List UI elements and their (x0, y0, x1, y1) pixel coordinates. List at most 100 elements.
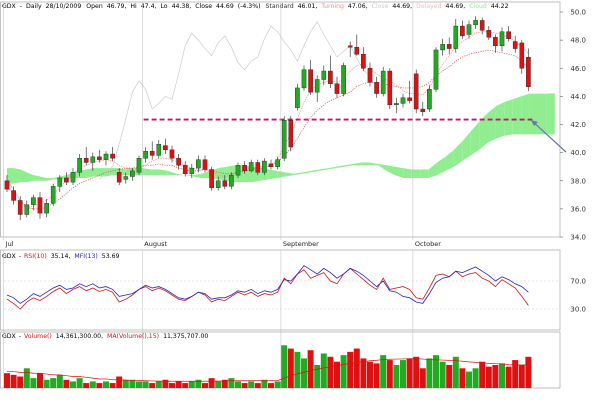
header-period-sep: - (20, 3, 22, 10)
mfi-line (6, 265, 529, 304)
header-span-a: 44.69, (446, 3, 466, 10)
volume-bar-down (347, 351, 354, 388)
candle-up (77, 158, 82, 173)
cloud-segment-bullish (453, 141, 463, 167)
candle-up (103, 153, 109, 160)
cloud-segment-bullish (344, 163, 353, 167)
price-tick-label: 44.0 (570, 93, 586, 101)
volume-bar-up (195, 379, 202, 388)
vol-header-sep: - (19, 333, 21, 340)
header-hi: 47.4, (141, 3, 157, 10)
volume-bar-up (499, 363, 505, 388)
volume-header: GDX - Volume() 14,361,300.00, MA(Volume(… (2, 333, 208, 340)
cloud-segment-bullish (479, 113, 488, 150)
candle-up (156, 143, 162, 156)
volume-bar-down (518, 365, 525, 388)
volume-bar-up (314, 365, 321, 388)
rsi-line (6, 267, 529, 310)
rsi-label: RSI(10) (24, 253, 47, 260)
volume-bar-up (129, 379, 136, 388)
month-label: August (144, 240, 167, 248)
candle-down (37, 197, 43, 214)
volume-bar-down (353, 348, 360, 388)
vol-value: 14,361,300.00, (56, 333, 103, 340)
candle-up (499, 31, 505, 46)
volume-bar-up (103, 381, 109, 388)
cloud-segment-bullish (428, 162, 438, 178)
candle-down (110, 153, 115, 159)
candle-up (50, 186, 56, 204)
volume-bar-up (235, 381, 241, 388)
cloud-segment-bullish (159, 169, 168, 176)
price-tick-label: 48.0 (570, 37, 586, 45)
candle-up (275, 159, 280, 167)
price-tick-label: 50.0 (570, 9, 586, 17)
volume-bar-up (426, 358, 433, 388)
volume-bar-up (393, 365, 400, 388)
cloud-segment-bullish (294, 172, 303, 176)
cloud-segment-bullish (310, 169, 320, 173)
volume-bar-down (459, 368, 466, 388)
volume-bar-up (261, 379, 268, 388)
volume-bar-up (30, 378, 37, 388)
candle-down (17, 200, 23, 215)
cloud-segment-bullish (151, 169, 160, 176)
candle-up (215, 180, 221, 188)
candle-up (57, 177, 63, 187)
cloud-segment-bullish (319, 168, 328, 171)
volume-bar-down (116, 376, 123, 388)
volume-bar-down (367, 361, 373, 388)
candle-up (400, 97, 406, 104)
header-change: (-4.3%) (238, 3, 261, 10)
cloud-segment-bullish (142, 168, 152, 176)
cloud-segment-bullish (470, 121, 480, 156)
candle-up (24, 204, 30, 215)
rsi-tick-label: 30.0 (570, 306, 586, 314)
candle-down (202, 159, 208, 170)
header-standard-label: Standard (265, 3, 293, 10)
cloud-segment-bullish (420, 169, 429, 178)
volume-bar-down (162, 379, 169, 388)
candle-down (255, 162, 261, 173)
cloud-segment-bullish (352, 162, 362, 166)
candle-up (143, 151, 148, 159)
cloud-segment-bullish (529, 93, 538, 135)
volume-bar-up (122, 379, 129, 388)
candle-down (328, 70, 333, 84)
month-label: September (283, 240, 319, 248)
cloud-segment-bullish (521, 93, 530, 135)
cloud-segment-bullish (378, 163, 387, 171)
cloud-segment-bullish (167, 170, 177, 176)
candle-down (64, 177, 69, 183)
cloud-segment-bullish (336, 165, 345, 169)
header-lagging-label: Close (372, 3, 389, 10)
cloud-segment-bullish (445, 149, 454, 171)
volume-bar-down (202, 383, 208, 388)
candle-up (295, 87, 300, 108)
volume-bar-up (70, 381, 76, 388)
header-turning-label: Turning (320, 3, 344, 10)
cloud-segment-bullish (184, 175, 194, 177)
volume-bar-up (274, 381, 281, 388)
candle-up (453, 25, 459, 49)
volume-bar-up (472, 368, 479, 388)
cloud-segment-bullish (394, 166, 404, 178)
volume-bar-up (439, 361, 446, 388)
volume-bar-down (419, 368, 426, 388)
rsi-tick-label: 70.0 (570, 278, 586, 286)
candle-down (242, 165, 247, 172)
vol-header-symbol: GDX (2, 333, 17, 340)
volume-bar-down (287, 348, 294, 388)
candle-up (433, 49, 439, 90)
candle-down (413, 73, 419, 110)
volume-bar-up (142, 381, 149, 388)
candle-down (354, 46, 360, 55)
candle-up (123, 176, 129, 180)
month-label: October (415, 240, 441, 248)
axes-layer: 50.0 48.0 46.0 44.0 42.0 40.0 38.0 36.0 34.0 Jul A… (0, 1, 586, 389)
month-label: Jul (5, 240, 14, 248)
volume-bar-up (23, 368, 30, 388)
price-tick-label: 36.0 (570, 205, 586, 213)
annotation-arrowhead (531, 120, 538, 126)
